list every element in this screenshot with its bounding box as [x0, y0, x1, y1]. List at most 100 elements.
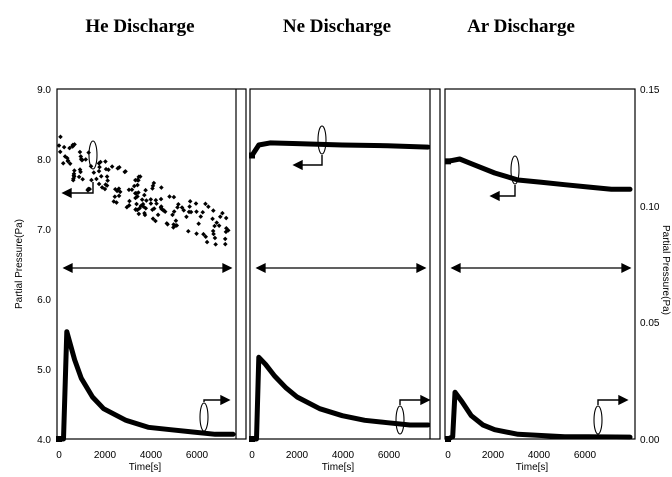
ellipse-marker	[317, 125, 327, 155]
data-point-he	[155, 212, 161, 218]
data-point-he	[102, 186, 108, 192]
arrow-head	[420, 394, 431, 406]
x-tick: 2000	[94, 450, 117, 461]
arrow-head-left	[62, 262, 73, 274]
data-point-he	[85, 187, 91, 193]
data-point-he	[140, 201, 146, 207]
data-point-he	[201, 231, 206, 237]
data-point-he	[96, 181, 102, 187]
data-point-he	[158, 204, 164, 209]
data-point-he	[167, 194, 172, 199]
x-axis-ne: 0 2000 4000 6000 Time[s]	[249, 450, 400, 473]
pointer-arrow-left	[295, 155, 323, 166]
data-point-he	[116, 193, 122, 199]
data-point-he	[142, 192, 147, 198]
data-point-he	[222, 241, 228, 247]
x-axis-label: Time[s]	[129, 462, 162, 473]
data-point-he	[186, 209, 192, 215]
left-axis: 4.0 5.0 6.0 7.0 8.0 9.0 Partial Pressure…	[14, 85, 51, 446]
data-point-he	[105, 178, 110, 183]
data-point-he	[136, 211, 142, 217]
data-point-he	[154, 201, 159, 206]
data-point-he	[132, 191, 138, 196]
data-point-he	[212, 223, 217, 229]
x-axis-ar: 0 2000 4000 6000 Time[s]	[445, 450, 596, 473]
x-axis-label: Time[s]	[322, 462, 355, 473]
data-point-he	[159, 185, 164, 190]
data-point-he	[153, 218, 158, 224]
arrow-head	[61, 187, 72, 199]
series-start-marker	[445, 436, 451, 442]
data-point-he	[89, 177, 94, 183]
data-point-he	[126, 187, 132, 193]
data-point-he	[213, 242, 218, 247]
arrow-head-right	[621, 262, 632, 274]
y-tick-left: 5.0	[37, 365, 51, 376]
y-tick-right: 0.00	[640, 435, 660, 446]
data-point-he	[187, 199, 193, 204]
x-tick: 2000	[482, 450, 505, 461]
data-point-he	[173, 218, 179, 224]
x-tick: 0	[445, 450, 451, 461]
data-point-he	[193, 201, 199, 206]
data-point-he	[200, 209, 206, 215]
data-point-he	[83, 157, 89, 162]
data-point-he	[179, 205, 185, 210]
pointer-arrow-right	[597, 399, 622, 405]
data-point-he	[204, 239, 210, 245]
chart-title-ar: Ar Discharge	[467, 16, 575, 37]
data-point-he	[151, 180, 157, 186]
data-point-he	[187, 204, 192, 209]
data-point-he	[117, 189, 123, 195]
data-point-he	[216, 223, 222, 228]
pointer-arrow-right	[399, 399, 424, 405]
data-point-he	[112, 194, 118, 199]
panel-frame-ne	[249, 88, 441, 440]
data-point-he	[135, 194, 140, 199]
arrow-head	[292, 159, 303, 171]
data-point-he	[206, 204, 211, 210]
data-point-he	[80, 176, 85, 182]
data-point-he	[114, 188, 120, 194]
data-point-he	[212, 235, 218, 241]
arrow-head-left	[255, 262, 266, 274]
x-axis-label: Time[s]	[516, 462, 549, 473]
data-point-he	[203, 234, 209, 240]
data-point-he	[129, 187, 135, 192]
data-point-he	[122, 169, 128, 175]
y-tick-left: 6.0	[37, 295, 51, 306]
x-tick: 2000	[286, 450, 309, 461]
series-start-marker	[249, 152, 255, 159]
data-point-he	[86, 150, 91, 155]
y-axis-label-left: Partial Pressure(Pa)	[14, 219, 25, 309]
data-point-he	[97, 164, 102, 170]
data-point-he	[162, 209, 168, 214]
data-point-he	[144, 198, 149, 203]
data-point-he	[184, 214, 189, 220]
data-point-he	[117, 164, 122, 170]
x-tick: 4000	[140, 450, 163, 461]
data-point-he	[194, 231, 199, 236]
data-point-he	[185, 228, 191, 234]
data-point-he	[164, 221, 170, 226]
data-point-he	[65, 158, 71, 164]
data-point-he	[223, 229, 229, 235]
data-point-he	[61, 144, 67, 150]
data-point-he	[91, 170, 97, 175]
data-point-he	[194, 209, 199, 214]
data-point-he	[210, 228, 216, 234]
data-point-he	[124, 204, 130, 210]
y-axis-label-right: Partial Pressure(Pa)	[660, 225, 671, 315]
data-point-he	[113, 186, 118, 192]
series-line-he-1	[56, 329, 236, 442]
data-point-he	[214, 220, 220, 225]
data-point-he	[150, 207, 155, 213]
data-point-he	[217, 214, 223, 220]
ellipse-marker	[510, 155, 520, 185]
y-tick-left: 7.0	[37, 225, 51, 236]
data-point-he	[148, 197, 154, 202]
data-point-he	[150, 216, 156, 222]
data-point-he	[98, 173, 104, 179]
data-point-he	[104, 183, 110, 188]
data-point-he	[142, 210, 147, 216]
